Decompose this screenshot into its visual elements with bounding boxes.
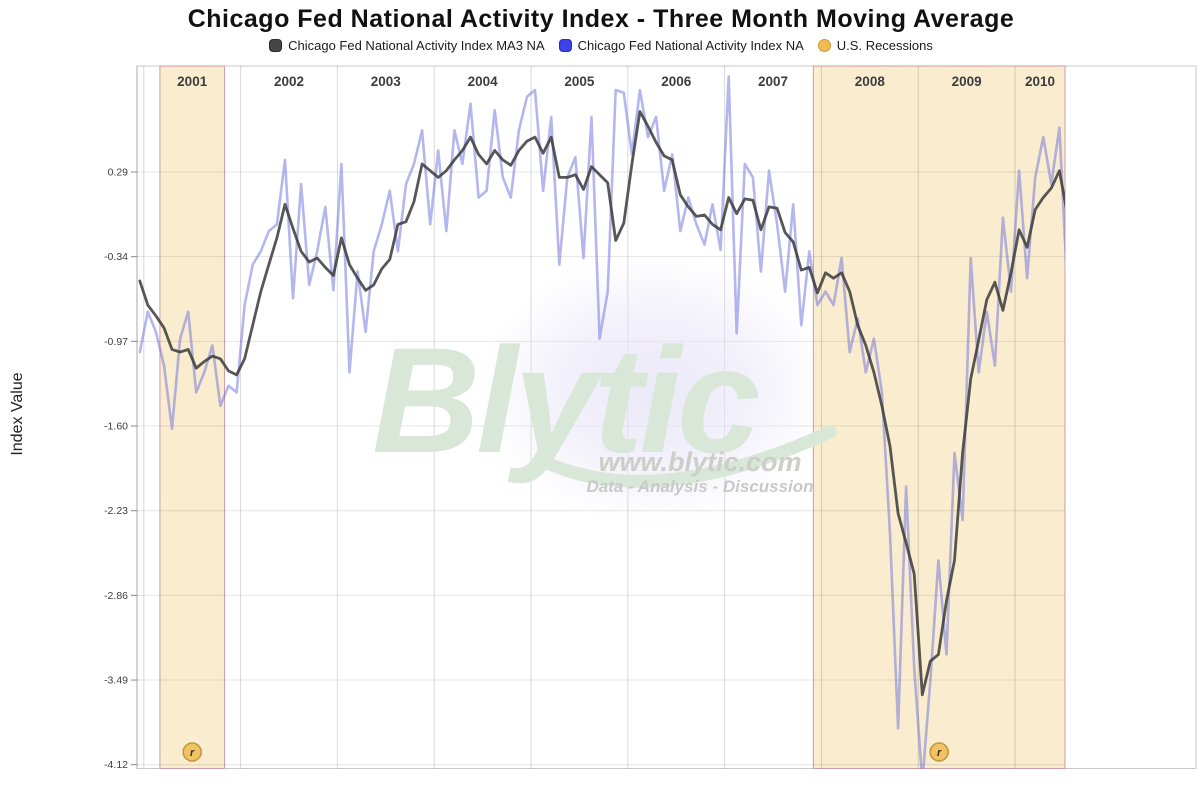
na-series-swatch-icon xyxy=(558,39,572,52)
year-label: 2006 xyxy=(661,74,692,89)
recession-band xyxy=(812,65,1066,769)
watermark-brand: Blytic xyxy=(372,316,759,484)
year-label: 2005 xyxy=(564,74,595,89)
legend-label-ma3: Chicago Fed National Activity Index MA3 … xyxy=(288,38,545,53)
legend-item-na: Chicago Fed National Activity Index NA xyxy=(558,38,804,53)
legend-item-recessions: U.S. Recessions xyxy=(817,38,933,53)
recessions-swatch-icon xyxy=(817,39,831,52)
recession-badge-icon xyxy=(182,742,203,762)
y-tick-label: 0.29 xyxy=(108,167,129,179)
year-label: 2008 xyxy=(855,74,886,89)
y-tick-label: -2.23 xyxy=(104,505,128,517)
year-label: 2003 xyxy=(371,74,402,89)
year-label: 2009 xyxy=(952,74,982,89)
watermark-glow xyxy=(480,255,830,525)
recession-badge-glyph: r xyxy=(190,747,195,759)
year-label: 2001 xyxy=(177,74,208,89)
ma3-series-swatch-icon xyxy=(269,39,283,52)
y-tick-label: -1.60 xyxy=(104,421,128,433)
year-label: 2010 xyxy=(1025,74,1055,89)
y-tick-label: -0.34 xyxy=(104,251,128,263)
watermark-swoosh-icon xyxy=(538,425,837,488)
y-tick-label: -3.49 xyxy=(104,675,128,687)
y-tick-label: -4.12 xyxy=(104,759,128,771)
watermark-tagline: Data - Analysis - Discussion xyxy=(586,477,813,496)
legend-item-ma3: Chicago Fed National Activity Index MA3 … xyxy=(269,38,545,53)
year-label: 2004 xyxy=(468,74,499,89)
ma3-series-line xyxy=(138,110,1065,697)
year-label: 2007 xyxy=(758,74,788,89)
watermark-url: www.blytic.com xyxy=(598,447,801,477)
y-tick-label: -2.86 xyxy=(104,590,128,602)
recession-badge-icon xyxy=(929,742,949,762)
recession-badge-glyph: r xyxy=(937,747,942,759)
legend-label-recessions: U.S. Recessions xyxy=(836,38,933,53)
na-series-line xyxy=(138,75,1065,769)
legend-label-na: Chicago Fed National Activity Index NA xyxy=(577,38,804,53)
y-tick-label: -0.97 xyxy=(104,336,128,348)
legend: Chicago Fed National Activity Index MA3 … xyxy=(137,38,1065,53)
year-label: 2002 xyxy=(274,74,304,89)
page-title: Chicago Fed National Activity Index - Th… xyxy=(187,5,1015,33)
